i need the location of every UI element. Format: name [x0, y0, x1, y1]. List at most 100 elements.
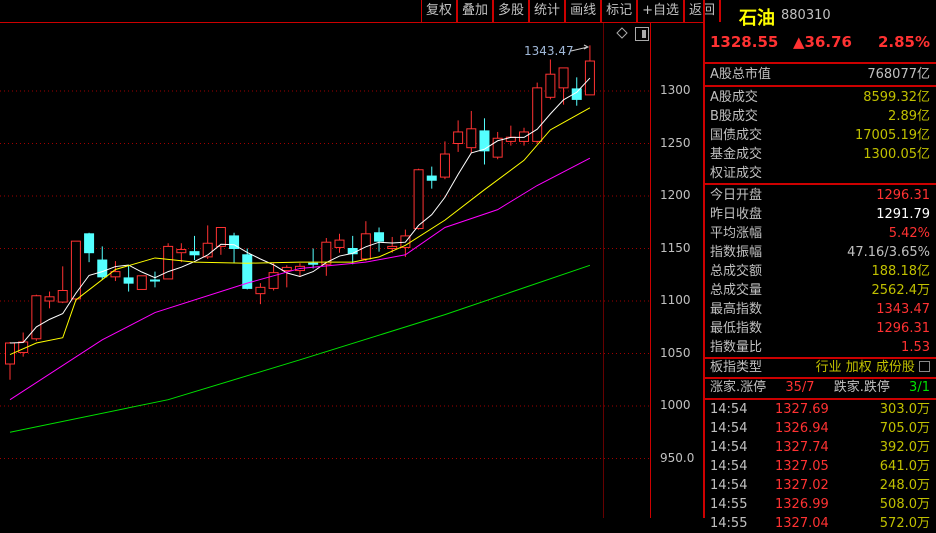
value: 1291.79: [876, 207, 930, 222]
stat-row: 最低指数 1296.31: [710, 319, 930, 338]
divider: [705, 398, 936, 400]
price-change: ▲36.76: [793, 33, 852, 51]
last-price: 1328.55: [710, 33, 779, 51]
divider: [705, 85, 936, 87]
label: 最低指数: [710, 321, 763, 336]
label: 最高指数: [710, 302, 763, 317]
toolbar-button[interactable]: 复权: [422, 0, 459, 22]
candle-body: [136, 275, 147, 290]
divider: [705, 357, 936, 359]
candle-body: [558, 67, 569, 89]
candle: [413, 168, 424, 230]
candle-body: [439, 153, 450, 178]
candle: [31, 294, 42, 341]
candle-body: [374, 232, 385, 242]
candle-body: [334, 239, 345, 248]
tick-row: 14:54 1327.74 392.0万: [710, 438, 930, 457]
tick-time: 14:54: [710, 421, 748, 436]
tick-row: 14:55 1327.04 572.0万: [710, 514, 930, 533]
value: 188.18亿: [871, 264, 931, 279]
tick-price: 1326.94: [775, 421, 829, 436]
divider: [0, 22, 703, 23]
label: 板指类型: [710, 360, 763, 375]
turnover-row: 权证成交: [710, 164, 930, 183]
candle: [505, 125, 516, 146]
candle: [163, 243, 174, 280]
tick-row: 14:54 1327.69 303.0万: [710, 400, 930, 419]
candle-body: [242, 254, 253, 289]
toolbar-button[interactable]: 叠加: [458, 0, 495, 22]
tick-volume: 705.0万: [879, 421, 930, 436]
candle-body: [387, 245, 398, 249]
label: B股成交: [710, 109, 758, 124]
turnover-row: 基金成交 1300.05亿: [710, 145, 930, 164]
tick-price: 1327.02: [775, 478, 829, 493]
candle: [545, 59, 556, 100]
candle-body: [149, 279, 160, 282]
tick-price: 1327.74: [775, 440, 829, 455]
candlestick-chart[interactable]: 1343.47: [0, 0, 703, 518]
value: 1296.31: [876, 188, 930, 203]
candle: [5, 341, 15, 380]
candle-body: [492, 137, 503, 158]
tick-volume: 508.0万: [879, 497, 930, 512]
label: A股成交: [710, 90, 758, 105]
candle: [558, 67, 569, 105]
candle: [123, 265, 134, 292]
y-tick-label: 1250: [660, 135, 691, 150]
stat-row: 昨日收盘 1291.79: [710, 205, 930, 224]
value: 2.89亿: [888, 109, 930, 124]
stat-row: 指数振幅 47.16/3.65%: [710, 243, 930, 262]
down-count: 3/1: [909, 380, 930, 395]
tick-price: 1327.04: [775, 516, 829, 531]
toolbar: 复权 叠加 多股 统计 画线 标记 +自选 返回: [421, 0, 722, 23]
panel-toggle-icon[interactable]: [635, 27, 649, 41]
candle: [255, 283, 266, 305]
candle-body: [229, 235, 240, 249]
label: 指数量比: [710, 340, 763, 355]
candle-body: [519, 131, 530, 142]
y-tick-label: 1050: [660, 345, 691, 360]
candle-body: [479, 130, 490, 152]
toolbar-button[interactable]: 画线: [566, 0, 603, 22]
panel-toggle-icon-fill: [642, 30, 646, 38]
tick-time: 14:55: [710, 497, 748, 512]
quote-panel: 石油 880310 1328.55 ▲36.76 2.85% A股总市值 7680…: [703, 0, 936, 531]
candle: [97, 246, 108, 280]
value: 1343.47: [876, 302, 930, 317]
candle: [387, 236, 398, 253]
y-tick-label: 1100: [660, 293, 691, 307]
label: 指数振幅: [710, 245, 763, 260]
toolbar-button[interactable]: 统计: [530, 0, 567, 22]
index-name: 石油: [739, 8, 775, 29]
candle-body: [84, 233, 95, 254]
tick-row: 14:54 1327.02 248.0万: [710, 476, 930, 495]
toolbar-button[interactable]: +自选: [638, 0, 685, 22]
candle-body: [255, 286, 266, 295]
label: 平均涨幅: [710, 226, 763, 241]
list-icon[interactable]: [919, 361, 930, 372]
value: 768077亿: [867, 67, 930, 82]
candle: [202, 225, 213, 259]
toolbar-button[interactable]: 标记: [602, 0, 639, 22]
candle-body: [110, 271, 121, 278]
candle-body: [202, 242, 213, 258]
y-tick-label: 1200: [660, 188, 691, 202]
candle-body: [321, 241, 332, 265]
index-code: 880310: [781, 8, 831, 23]
candle: [584, 45, 595, 96]
ma5-line: [9, 77, 591, 344]
toolbar-button[interactable]: 多股: [494, 0, 531, 22]
tick-volume: 641.0万: [879, 459, 930, 474]
candle-body: [584, 60, 595, 96]
candle: [308, 248, 319, 269]
tick-volume: 248.0万: [879, 478, 930, 493]
toolbar-button[interactable]: 返回: [685, 0, 722, 22]
candle: [426, 166, 437, 189]
diamond-icon[interactable]: [616, 27, 628, 39]
candle: [360, 221, 371, 262]
index-type-value[interactable]: 行业 加权 成份股: [816, 358, 930, 377]
candle: [44, 291, 55, 309]
label: 基金成交: [710, 147, 763, 162]
candle: [466, 110, 477, 153]
